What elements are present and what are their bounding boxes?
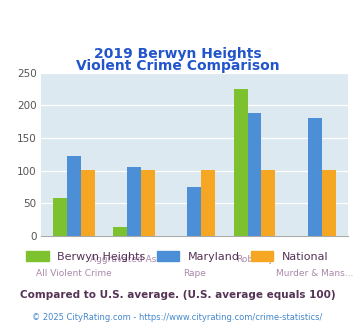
- Text: All Violent Crime: All Violent Crime: [36, 269, 112, 278]
- Legend: Berwyn Heights, Maryland, National: Berwyn Heights, Maryland, National: [22, 247, 333, 267]
- Bar: [53, 198, 67, 236]
- Bar: [113, 227, 127, 236]
- Bar: [67, 156, 81, 236]
- Text: Violent Crime Comparison: Violent Crime Comparison: [76, 59, 279, 73]
- Bar: [81, 170, 95, 236]
- Bar: [141, 170, 155, 236]
- Bar: [322, 170, 335, 236]
- Bar: [248, 113, 262, 236]
- Text: Compared to U.S. average. (U.S. average equals 100): Compared to U.S. average. (U.S. average …: [20, 290, 335, 300]
- Text: Aggravated Assault: Aggravated Assault: [90, 255, 179, 264]
- Text: Robbery: Robbery: [236, 255, 273, 264]
- Bar: [262, 170, 275, 236]
- Bar: [234, 89, 248, 236]
- Bar: [308, 118, 322, 236]
- Bar: [187, 187, 201, 236]
- Text: 2019 Berwyn Heights: 2019 Berwyn Heights: [94, 48, 261, 61]
- Bar: [201, 170, 215, 236]
- Text: Murder & Mans...: Murder & Mans...: [276, 269, 354, 278]
- Bar: [127, 167, 141, 236]
- Text: © 2025 CityRating.com - https://www.cityrating.com/crime-statistics/: © 2025 CityRating.com - https://www.city…: [32, 313, 323, 322]
- Text: Rape: Rape: [183, 269, 206, 278]
